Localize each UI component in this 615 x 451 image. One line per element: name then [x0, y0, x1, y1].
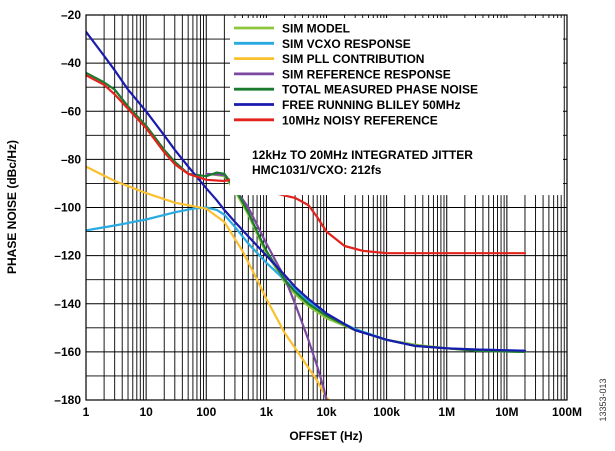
figure-id: 13353-013	[598, 378, 608, 421]
legend-label: FREE RUNNING BLILEY 50MHz	[282, 98, 460, 112]
x-tick-label: 1	[83, 405, 90, 419]
y-tick-label: –60	[61, 104, 81, 118]
legend-label: SIM MODEL	[282, 22, 350, 36]
x-tick-label: 100	[196, 405, 216, 419]
annotation-line: 12kHz TO 20MHz INTEGRATED JITTER	[252, 148, 473, 162]
x-tick-labels: 1 10 100 1k 10k 100k 1M 10M 100M	[83, 405, 582, 419]
y-tick-label: –40	[61, 56, 81, 70]
x-tick-label: 1M	[438, 405, 455, 419]
legend-background	[230, 18, 563, 196]
legend-label: 10MHz NOISY REFERENCE	[282, 113, 438, 127]
x-tick-label: 1k	[260, 405, 274, 419]
x-axis-title: OFFSET (Hz)	[289, 429, 362, 443]
legend-label: TOTAL MEASURED PHASE NOISE	[282, 83, 478, 97]
y-tick-label: –20	[61, 8, 81, 22]
legend-label: SIM PLL CONTRIBUTION	[282, 52, 424, 66]
jitter-annotation: 12kHz TO 20MHz INTEGRATED JITTERHMC1031/…	[252, 148, 473, 177]
y-axis-title: PHASE NOISE (dBc/Hz)	[5, 140, 19, 274]
y-tick-label: –120	[54, 249, 81, 263]
legend-label: SIM VCXO RESPONSE	[282, 37, 411, 51]
plot-frame	[85, 14, 568, 401]
series-line-free-running-bliley-50mhz	[86, 30, 527, 352]
legend-label: SIM REFERENCE RESPONSE	[282, 67, 451, 81]
y-tick-label: –100	[54, 201, 81, 215]
x-tick-label: 10M	[495, 405, 518, 419]
y-tick-label: –160	[54, 345, 81, 359]
x-tick-label: 100k	[373, 405, 400, 419]
y-tick-labels: –20 –40 –60 –80 –100 –120 –140 –160 –180	[54, 8, 81, 407]
y-tick-label: –140	[54, 297, 81, 311]
series-line-sim-pll-contribution	[86, 165, 331, 400]
x-tick-label: 10	[139, 405, 153, 419]
x-tick-label: 10k	[316, 405, 336, 419]
y-tick-label: –180	[54, 393, 81, 407]
annotation-line: HMC1031/VCXO: 212fs	[252, 163, 382, 177]
y-tick-label: –80	[61, 152, 81, 166]
x-tick-label: 100M	[552, 405, 582, 419]
